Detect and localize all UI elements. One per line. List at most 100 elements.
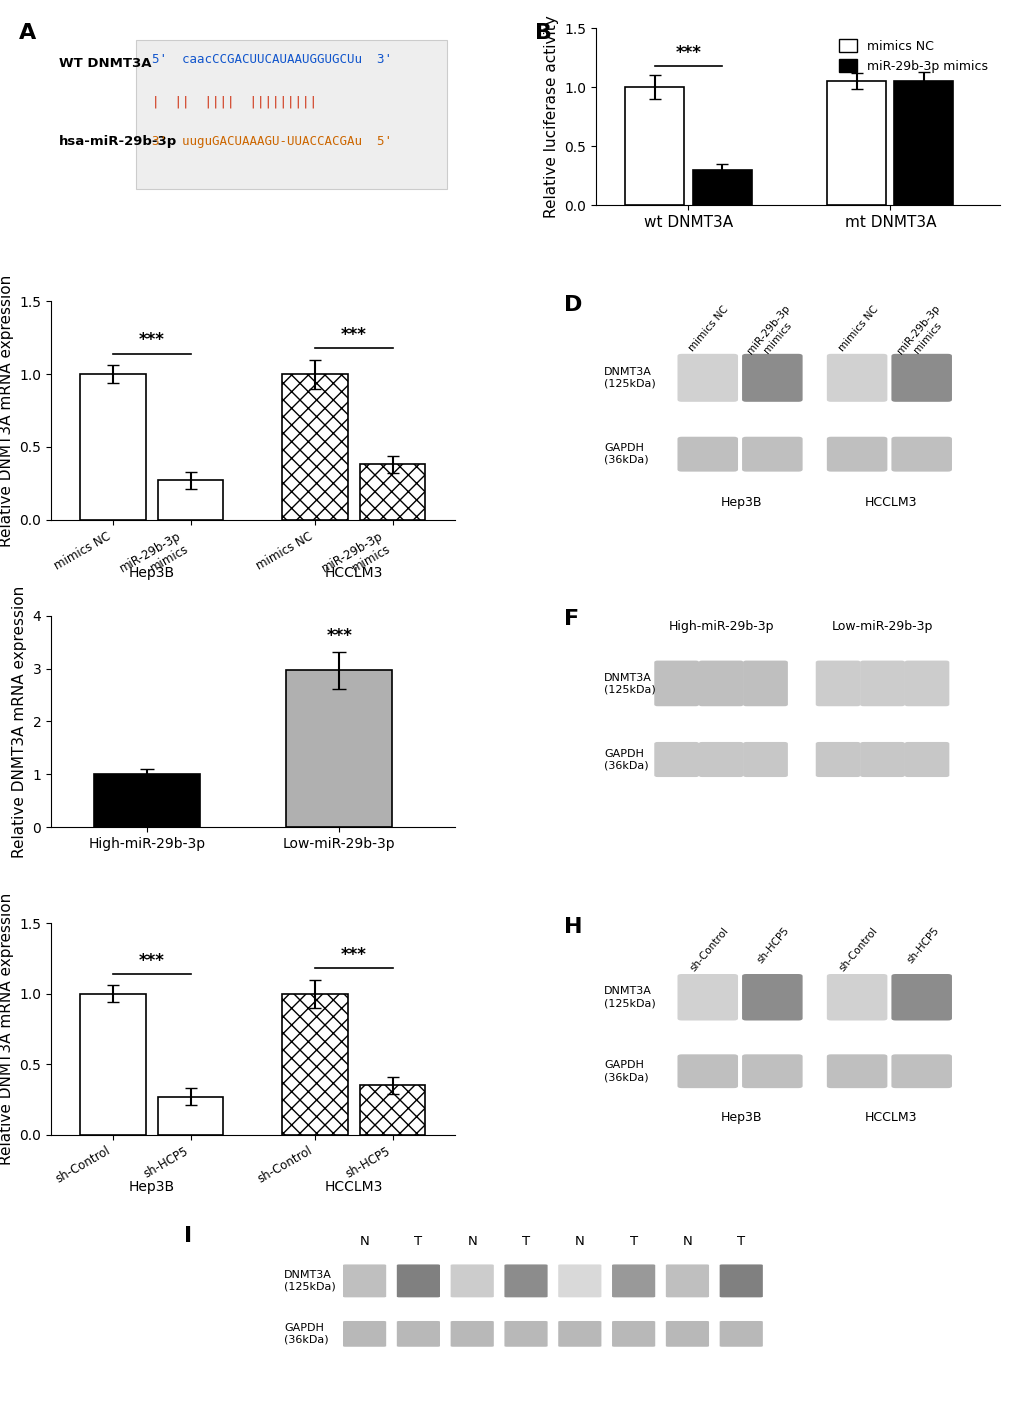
Text: 3'  uuguGACUAAAGU-UUACCACGAu  5': 3' uuguGACUAAAGU-UUACCACGAu 5' xyxy=(152,135,391,149)
Bar xyxy=(360,1085,425,1134)
Bar xyxy=(360,464,425,520)
Text: A: A xyxy=(18,22,36,42)
Text: miR-29b-3p
mimics: miR-29b-3p mimics xyxy=(895,304,950,365)
FancyBboxPatch shape xyxy=(904,660,949,707)
FancyBboxPatch shape xyxy=(742,353,802,402)
Text: ***: *** xyxy=(326,627,352,645)
Bar xyxy=(282,994,347,1134)
FancyBboxPatch shape xyxy=(743,742,787,777)
Bar xyxy=(894,81,953,205)
Text: DNMT3A
(125kDa): DNMT3A (125kDa) xyxy=(603,673,655,694)
Text: ***: *** xyxy=(340,946,366,965)
FancyBboxPatch shape xyxy=(719,1321,762,1347)
Text: 5'  caacCCGACUUCAUAAUGGUGCUu  3': 5' caacCCGACUUCAUAAUGGUGCUu 3' xyxy=(152,53,391,66)
Text: T: T xyxy=(414,1235,422,1248)
Bar xyxy=(94,774,200,827)
Text: WT DNMT3A: WT DNMT3A xyxy=(59,57,152,70)
Text: sh-Control: sh-Control xyxy=(837,925,878,973)
FancyBboxPatch shape xyxy=(557,1321,601,1347)
FancyBboxPatch shape xyxy=(665,1321,708,1347)
Text: High-miR-29b-3p: High-miR-29b-3p xyxy=(667,620,773,632)
FancyBboxPatch shape xyxy=(653,742,698,777)
Text: GAPDH
(36kDa): GAPDH (36kDa) xyxy=(603,1060,648,1082)
Text: DNMT3A
(125kDa): DNMT3A (125kDa) xyxy=(603,367,655,388)
FancyBboxPatch shape xyxy=(698,660,743,707)
FancyBboxPatch shape xyxy=(904,742,949,777)
FancyBboxPatch shape xyxy=(342,1265,386,1297)
FancyBboxPatch shape xyxy=(665,1265,708,1297)
Text: miR-29b-3p
mimics: miR-29b-3p mimics xyxy=(745,304,801,365)
FancyBboxPatch shape xyxy=(677,353,738,402)
Text: T: T xyxy=(522,1235,530,1248)
Text: T: T xyxy=(737,1235,745,1248)
FancyBboxPatch shape xyxy=(891,974,951,1021)
Text: Low-miR-29b-3p: Low-miR-29b-3p xyxy=(832,620,932,632)
Bar xyxy=(826,81,886,205)
Text: |  ||  ||||  |||||||||: | || |||| ||||||||| xyxy=(152,95,317,109)
Text: N: N xyxy=(575,1235,584,1248)
Text: DNMT3A
(125kDa): DNMT3A (125kDa) xyxy=(603,987,655,1008)
FancyBboxPatch shape xyxy=(859,660,904,707)
FancyBboxPatch shape xyxy=(743,660,787,707)
Text: N: N xyxy=(467,1235,477,1248)
Text: I: I xyxy=(183,1227,192,1246)
FancyBboxPatch shape xyxy=(677,1054,738,1088)
Text: mimics NC: mimics NC xyxy=(687,304,730,353)
Text: ***: *** xyxy=(139,331,165,349)
Y-axis label: Relative DNMT3A mRNA expression: Relative DNMT3A mRNA expression xyxy=(0,893,13,1165)
Text: Hep3B: Hep3B xyxy=(128,566,175,580)
Legend: mimics NC, miR-29b-3p mimics: mimics NC, miR-29b-3p mimics xyxy=(833,34,993,77)
Text: hsa-miR-29b-3p: hsa-miR-29b-3p xyxy=(59,135,177,149)
Text: GAPDH
(36kDa): GAPDH (36kDa) xyxy=(603,443,648,465)
FancyBboxPatch shape xyxy=(504,1265,547,1297)
FancyBboxPatch shape xyxy=(815,660,860,707)
FancyBboxPatch shape xyxy=(859,742,904,777)
Text: GAPDH
(36kDa): GAPDH (36kDa) xyxy=(603,749,648,770)
Bar xyxy=(692,170,751,205)
FancyBboxPatch shape xyxy=(136,41,446,189)
Text: mimics NC: mimics NC xyxy=(836,304,879,353)
FancyBboxPatch shape xyxy=(396,1265,439,1297)
Text: F: F xyxy=(564,610,578,629)
FancyBboxPatch shape xyxy=(742,974,802,1021)
Text: H: H xyxy=(564,917,582,937)
FancyBboxPatch shape xyxy=(891,353,951,402)
Text: Hep3B: Hep3B xyxy=(719,1110,761,1124)
Text: sh-Control: sh-Control xyxy=(687,925,730,973)
Text: sh-HCP5: sh-HCP5 xyxy=(755,925,791,966)
Text: ***: *** xyxy=(139,952,165,970)
Text: T: T xyxy=(629,1235,637,1248)
FancyBboxPatch shape xyxy=(815,742,860,777)
Text: GAPDH
(36kDa): GAPDH (36kDa) xyxy=(284,1323,328,1345)
FancyBboxPatch shape xyxy=(826,1054,887,1088)
FancyBboxPatch shape xyxy=(677,437,738,471)
FancyBboxPatch shape xyxy=(557,1265,601,1297)
Bar xyxy=(282,374,347,520)
Text: HCCLM3: HCCLM3 xyxy=(863,1110,916,1124)
Text: HCCLM3: HCCLM3 xyxy=(863,496,916,509)
FancyBboxPatch shape xyxy=(677,974,738,1021)
FancyBboxPatch shape xyxy=(826,353,887,402)
Bar xyxy=(625,87,684,205)
Text: N: N xyxy=(682,1235,692,1248)
FancyBboxPatch shape xyxy=(342,1321,386,1347)
Bar xyxy=(286,670,391,827)
FancyBboxPatch shape xyxy=(742,1054,802,1088)
Bar xyxy=(158,481,223,520)
FancyBboxPatch shape xyxy=(742,437,802,471)
Bar xyxy=(81,994,146,1134)
Text: DNMT3A
(125kDa): DNMT3A (125kDa) xyxy=(284,1270,335,1291)
Text: Hep3B: Hep3B xyxy=(128,1179,175,1193)
Text: HCCLM3: HCCLM3 xyxy=(324,1179,382,1193)
FancyBboxPatch shape xyxy=(891,1054,951,1088)
FancyBboxPatch shape xyxy=(450,1321,493,1347)
Y-axis label: Relative DNMT3A mRNA expression: Relative DNMT3A mRNA expression xyxy=(0,275,13,547)
FancyBboxPatch shape xyxy=(826,437,887,471)
Y-axis label: Relative luciferase activity: Relative luciferase activity xyxy=(543,15,558,219)
Bar xyxy=(158,1096,223,1134)
Text: B: B xyxy=(535,22,552,42)
FancyBboxPatch shape xyxy=(719,1265,762,1297)
FancyBboxPatch shape xyxy=(450,1265,493,1297)
Text: ***: *** xyxy=(675,45,701,62)
FancyBboxPatch shape xyxy=(504,1321,547,1347)
